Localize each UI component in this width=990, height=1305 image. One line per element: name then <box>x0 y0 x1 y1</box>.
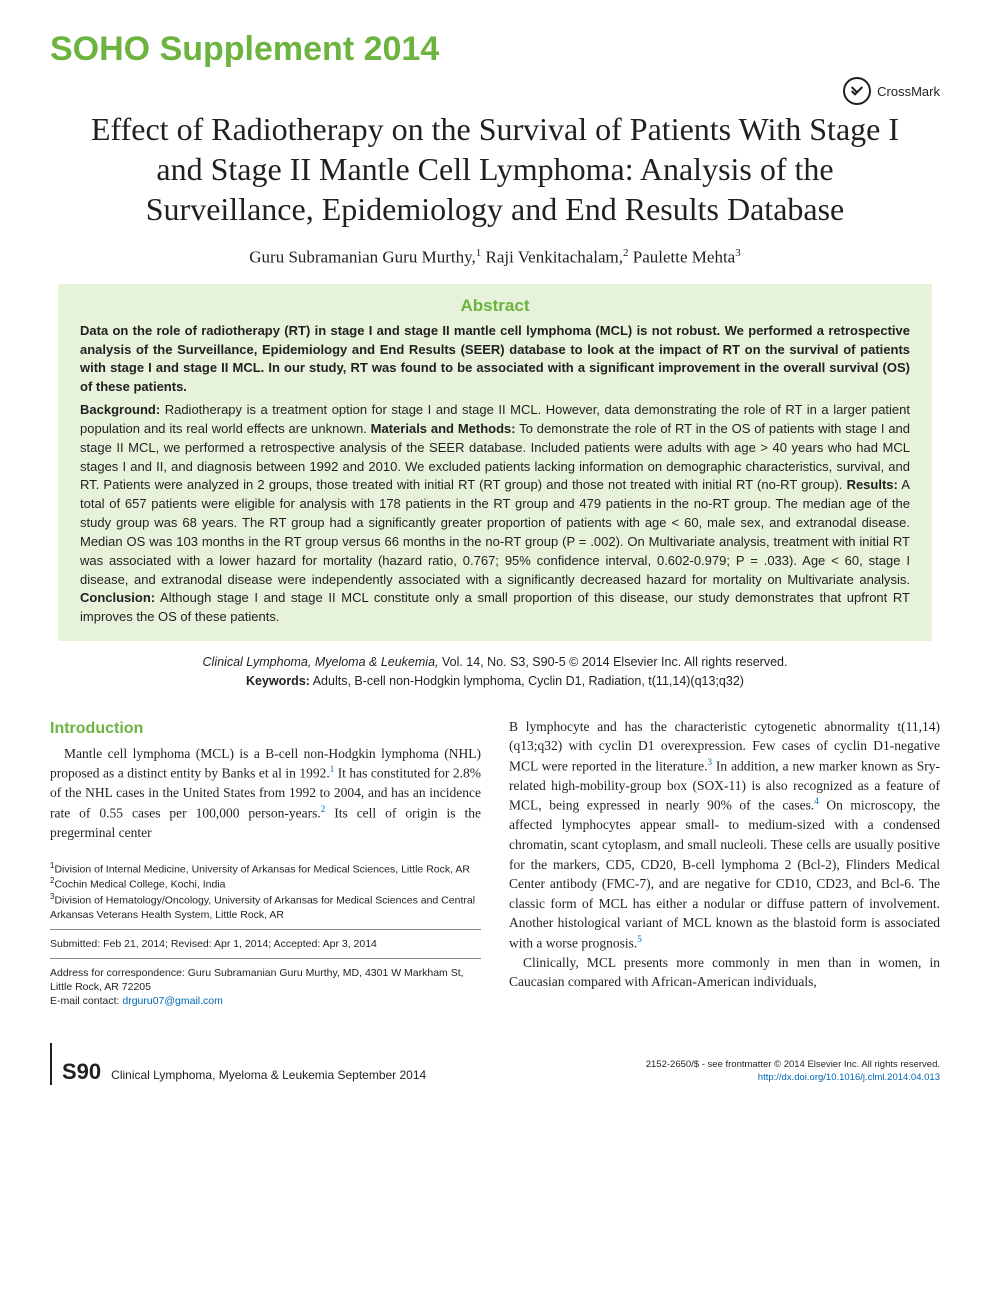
author-3-aff: 3 <box>735 247 741 259</box>
author-3: Paulette Mehta <box>633 248 735 267</box>
affil-1: 1Division of Internal Medicine, Universi… <box>50 861 481 877</box>
keywords-text: Adults, B-cell non-Hodgkin lymphoma, Cyc… <box>310 674 744 688</box>
affil-2-text: Cochin Medical College, Kochi, India <box>54 879 225 891</box>
affil-rule-1 <box>50 929 481 930</box>
background-label: Background: <box>80 402 160 417</box>
email-link[interactable]: drguru07@gmail.com <box>122 995 223 1007</box>
conclusion-text: Although stage I and stage II MCL consti… <box>80 590 910 624</box>
crossmark-label[interactable]: CrossMark <box>877 84 940 99</box>
affil-2: 2Cochin Medical College, Kochi, India <box>50 876 481 892</box>
intro-para-2: B lymphocyte and has the characteristic … <box>509 717 940 953</box>
abstract-box: Abstract Data on the role of radiotherap… <box>58 284 932 642</box>
footer-right: 2152-2650/$ - see frontmatter © 2014 Els… <box>646 1059 940 1085</box>
intro-para-1: Mantle cell lymphoma (MCL) is a B-cell n… <box>50 744 481 843</box>
footer-journal-name: Clinical Lymphoma, Myeloma & Leukemia <box>111 1068 334 1082</box>
right-column: B lymphocyte and has the characteristic … <box>509 717 940 1009</box>
affil-rule-2 <box>50 958 481 959</box>
citation-vol: Vol. 14, No. S3, S90-5 © 2014 Elsevier I… <box>439 655 788 669</box>
intro-p2c: On microscopy, the affected lymphocytes … <box>509 798 940 950</box>
article-title: Effect of Radiotherapy on the Survival o… <box>70 109 920 229</box>
footer-journal: Clinical Lymphoma, Myeloma & Leukemia Se… <box>111 1068 426 1082</box>
email-label: E-mail contact: <box>50 995 122 1007</box>
introduction-heading: Introduction <box>50 717 481 740</box>
author-1-aff: 1 <box>476 247 482 259</box>
citation-journal: Clinical Lymphoma, Myeloma & Leukemia, <box>203 655 439 669</box>
submitted-line: Submitted: Feb 21, 2014; Revised: Apr 1,… <box>50 937 481 951</box>
crossmark-row: CrossMark <box>50 77 940 105</box>
results-label: Results: <box>847 477 898 492</box>
abstract-heading: Abstract <box>80 296 910 316</box>
affil-3: 3Division of Hematology/Oncology, Univer… <box>50 892 481 922</box>
page-footer: S90 Clinical Lymphoma, Myeloma & Leukemi… <box>50 1043 940 1085</box>
citation-block: Clinical Lymphoma, Myeloma & Leukemia, V… <box>58 653 932 691</box>
footer-issue: September 2014 <box>334 1068 426 1082</box>
supplement-header: SOHO Supplement 2014 <box>50 30 940 69</box>
left-column: Introduction Mantle cell lymphoma (MCL) … <box>50 717 481 1009</box>
footer-issn: 2152-2650/$ - see frontmatter © 2014 Els… <box>646 1059 940 1072</box>
footer-doi[interactable]: http://dx.doi.org/10.1016/j.clml.2014.04… <box>646 1072 940 1085</box>
results-text: A total of 657 patients were eligible fo… <box>80 477 910 586</box>
email-line: E-mail contact: drguru07@gmail.com <box>50 994 481 1008</box>
conclusion-label: Conclusion: <box>80 590 155 605</box>
abstract-body: Background: Radiotherapy is a treatment … <box>80 401 910 627</box>
keywords-label: Keywords: <box>246 674 310 688</box>
footer-left: S90 Clinical Lymphoma, Myeloma & Leukemi… <box>62 1059 426 1085</box>
affiliation-block: 1Division of Internal Medicine, Universi… <box>50 861 481 1009</box>
crossmark-icon[interactable] <box>843 77 871 105</box>
author-2: Raji Venkitachalam, <box>485 248 623 267</box>
page-number: S90 <box>62 1059 101 1085</box>
author-list: Guru Subramanian Guru Murthy,1 Raji Venk… <box>50 247 940 268</box>
methods-label: Materials and Methods: <box>371 421 516 436</box>
author-1: Guru Subramanian Guru Murthy, <box>249 248 475 267</box>
abstract-lead: Data on the role of radiotherapy (RT) in… <box>80 322 910 397</box>
ref-5[interactable]: 5 <box>637 934 642 944</box>
correspondence: Address for correspondence: Guru Subrama… <box>50 966 481 994</box>
author-2-aff: 2 <box>623 247 629 259</box>
body-columns: Introduction Mantle cell lymphoma (MCL) … <box>50 717 940 1009</box>
affil-3-text: Division of Hematology/Oncology, Univers… <box>50 895 475 921</box>
affil-1-text: Division of Internal Medicine, Universit… <box>54 863 470 875</box>
intro-para-3: Clinically, MCL presents more commonly i… <box>509 953 940 992</box>
